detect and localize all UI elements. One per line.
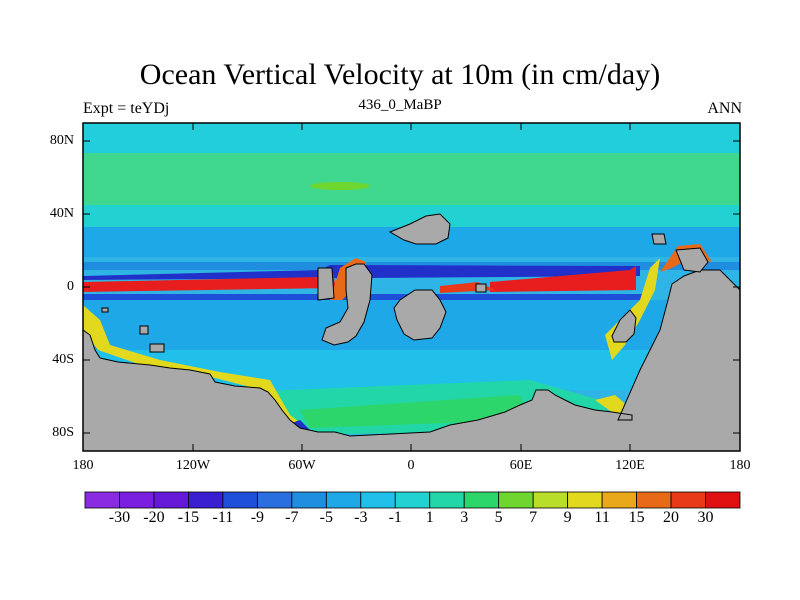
colorbar-swatch xyxy=(291,491,327,509)
land-island-tiny-e xyxy=(101,307,109,313)
colorbar-swatch xyxy=(670,491,706,509)
colorbar xyxy=(84,491,741,509)
colorbar-swatch xyxy=(256,491,293,509)
colorbar-label: 30 xyxy=(697,509,714,526)
x-tick-label-120e: 120E xyxy=(615,458,645,473)
colorbar-swatch xyxy=(325,491,362,509)
land-central-continent xyxy=(393,289,447,341)
southern-ocean-green xyxy=(300,395,530,428)
land-asian-block xyxy=(611,309,637,343)
experiment-label: Expt = teYDj xyxy=(83,100,170,117)
y-tick-label-0: 0 xyxy=(67,279,74,294)
colorbar-swatch xyxy=(567,491,603,509)
colorbar-swatch xyxy=(636,491,672,509)
colorbar-label: 9 xyxy=(563,509,572,526)
north-midlatitude-band xyxy=(83,153,740,205)
colorbar-swatch xyxy=(394,491,431,509)
colorbar-label: -11 xyxy=(212,509,234,526)
x-tick-label-180-east: 180 xyxy=(729,458,751,473)
north-subtropic-band xyxy=(83,205,740,227)
x-tick-label-120w: 120W xyxy=(175,458,211,473)
land-island-northeast xyxy=(675,247,709,273)
colorbar-label: -1 xyxy=(388,509,402,526)
north-green-patch xyxy=(310,182,370,190)
colorbar-label: -20 xyxy=(143,509,165,526)
colorbar-label: 15 xyxy=(628,509,645,526)
colorbar-swatch xyxy=(705,491,741,509)
axis-ticks xyxy=(82,123,741,451)
time-label: 436_0_MaBP xyxy=(358,97,442,113)
colorbar-label: 7 xyxy=(529,509,538,526)
colorbar-label: -3 xyxy=(354,509,368,526)
season-label: ANN xyxy=(707,100,742,117)
x-tick-label-180-west: 180 xyxy=(72,458,94,473)
land-western-continent-a xyxy=(317,267,335,301)
colorbar-swatch xyxy=(463,491,500,509)
colorbar-swatch xyxy=(222,491,258,509)
map-field xyxy=(83,123,740,451)
colorbar-swatch xyxy=(119,491,155,509)
colorbar-swatch xyxy=(498,491,534,509)
colorbar-label: -7 xyxy=(285,509,299,526)
y-tick-label-40s: 40S xyxy=(52,352,74,367)
land-masses xyxy=(83,213,740,451)
land-island-tiny-d xyxy=(149,343,165,353)
land-north-central xyxy=(388,213,451,245)
colorbar-swatch xyxy=(84,491,120,509)
land-island-tiny-c xyxy=(139,325,149,335)
land-western-continent-b xyxy=(321,263,373,346)
equatorial-upwelling-pacific xyxy=(83,268,336,292)
colorbar-label: -9 xyxy=(250,509,265,526)
colorbar-swatch xyxy=(153,491,189,509)
y-tick-label-80n: 80N xyxy=(49,133,74,148)
colorbar-label: 5 xyxy=(494,509,503,526)
land-southwest-continent xyxy=(83,269,740,451)
land-island-tiny-a xyxy=(651,233,667,245)
colorbar-label: -30 xyxy=(108,509,131,526)
colorbar-label: 3 xyxy=(460,509,469,526)
colorbar-swatch xyxy=(429,491,465,509)
x-tick-label-60e: 60E xyxy=(509,458,533,473)
y-tick-label-80s: 80S xyxy=(52,425,74,440)
colorbar-swatch xyxy=(601,491,637,509)
colorbar-label: -15 xyxy=(177,509,200,526)
colorbar-label: 20 xyxy=(663,509,680,526)
colorbar-label: -5 xyxy=(319,509,333,526)
y-tick-label-40n: 40N xyxy=(49,206,74,221)
colorbar-label: 1 xyxy=(425,509,434,526)
colorbar-swatch xyxy=(360,491,396,509)
colorbar-swatch xyxy=(532,491,569,509)
colorbar-swatch xyxy=(188,491,224,509)
x-tick-label-0: 0 xyxy=(407,458,415,473)
equatorial-upwelling-indian xyxy=(490,266,636,292)
land-island-tiny-b xyxy=(475,283,487,293)
x-tick-label-60w: 60W xyxy=(288,458,316,473)
colorbar-label: 11 xyxy=(594,509,610,526)
page-title: Ocean Vertical Velocity at 10m (in cm/da… xyxy=(139,58,661,91)
